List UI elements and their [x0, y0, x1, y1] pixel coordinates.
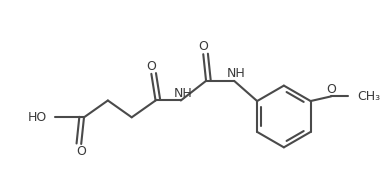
Text: HO: HO: [28, 111, 47, 124]
Text: O: O: [199, 40, 208, 53]
Text: O: O: [326, 83, 336, 96]
Text: O: O: [146, 60, 156, 73]
Text: NH: NH: [227, 67, 245, 80]
Text: CH₃: CH₃: [357, 90, 381, 103]
Text: NH: NH: [173, 87, 192, 99]
Text: O: O: [76, 145, 86, 158]
